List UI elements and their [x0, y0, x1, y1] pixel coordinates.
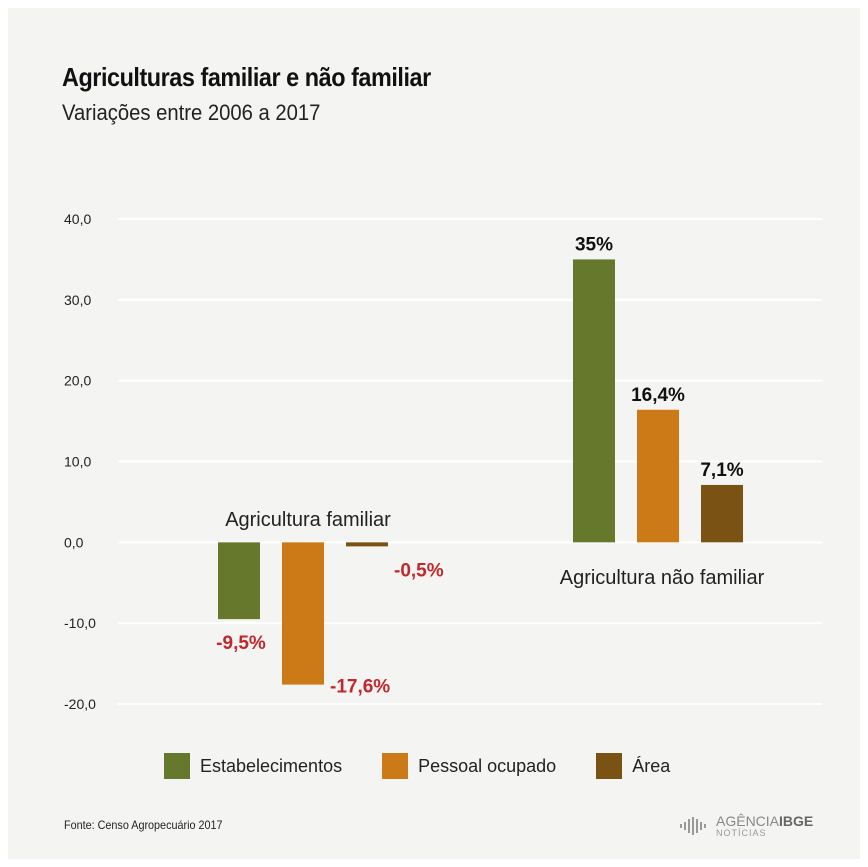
legend-item-estabelecimentos: Estabelecimentos — [164, 753, 342, 779]
brand-name-suffix: IBGE — [779, 813, 814, 829]
data-label: 16,4% — [631, 385, 685, 406]
y-tick-label: 30,0 — [64, 292, 91, 308]
bar — [573, 259, 615, 543]
chart-card — [8, 8, 860, 859]
data-label: -17,6% — [330, 677, 390, 698]
y-tick-label: 20,0 — [64, 373, 91, 389]
y-tick-label: -20,0 — [64, 696, 96, 712]
legend-label: Área — [632, 755, 671, 776]
chart-legend: Estabelecimentos Pessoal ocupado Área — [164, 753, 710, 779]
bar — [282, 542, 324, 685]
agencia-ibge-logo: AGÊNCIAIBGE NOTÍCIAS — [680, 814, 813, 838]
brand-subtitle: NOTÍCIAS — [716, 828, 767, 838]
source-note: Fonte: Censo Agropecuário 2017 — [64, 818, 223, 832]
y-tick-label: 40,0 — [64, 211, 91, 227]
legend-swatch — [164, 753, 190, 779]
y-tick-label: 10,0 — [64, 454, 91, 470]
legend-item-pessoal-ocupado: Pessoal ocupado — [382, 753, 556, 779]
legend-label: Estabelecimentos — [200, 755, 343, 776]
data-label: 7,1% — [700, 460, 743, 481]
data-label: -9,5% — [216, 633, 266, 654]
y-tick-label: -10,0 — [64, 615, 96, 631]
brand-name-prefix: AGÊNCIA — [716, 813, 780, 829]
y-tick-label: 0,0 — [64, 534, 84, 550]
category-label-familiar: Agricultura familiar — [225, 509, 391, 531]
legend-item-area: Área — [596, 753, 670, 779]
legend-swatch — [382, 753, 409, 779]
bar — [218, 542, 260, 620]
chart-title: Agriculturas familiar e não familiar — [62, 62, 431, 92]
legend-label: Pessoal ocupado — [418, 755, 557, 776]
bar — [701, 484, 743, 543]
ibge-bars-icon — [680, 817, 706, 835]
data-label: -0,5% — [394, 560, 444, 581]
chart-subtitle: Variações entre 2006 a 2017 — [62, 100, 321, 125]
data-label: 35% — [575, 234, 613, 255]
bar — [637, 409, 679, 543]
bar — [346, 542, 388, 547]
legend-swatch — [596, 753, 623, 779]
brand-text: AGÊNCIAIBGE NOTÍCIAS — [716, 814, 813, 838]
category-label-nao-familiar: Agricultura não familiar — [560, 567, 765, 589]
